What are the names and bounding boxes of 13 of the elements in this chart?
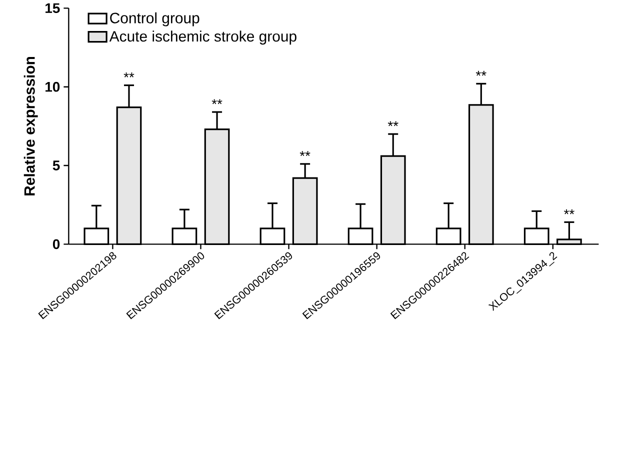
y-tick-label: 10 [46,82,60,92]
y-tick-label: 15 [46,3,60,14]
annotation: ** [212,99,222,104]
legend-label: Acute ischemic stroke group [109,30,296,45]
legend-label: Control group [110,12,200,26]
y-tick-label: 0 [52,239,60,250]
annotation: ** [388,121,398,126]
y-axis-title: Relative expression [24,56,38,196]
annotation: ** [300,151,310,156]
annotation: ** [564,209,574,214]
y-tick-label: 5 [52,160,60,170]
annotation: ** [476,70,486,76]
annotation: ** [124,72,134,78]
